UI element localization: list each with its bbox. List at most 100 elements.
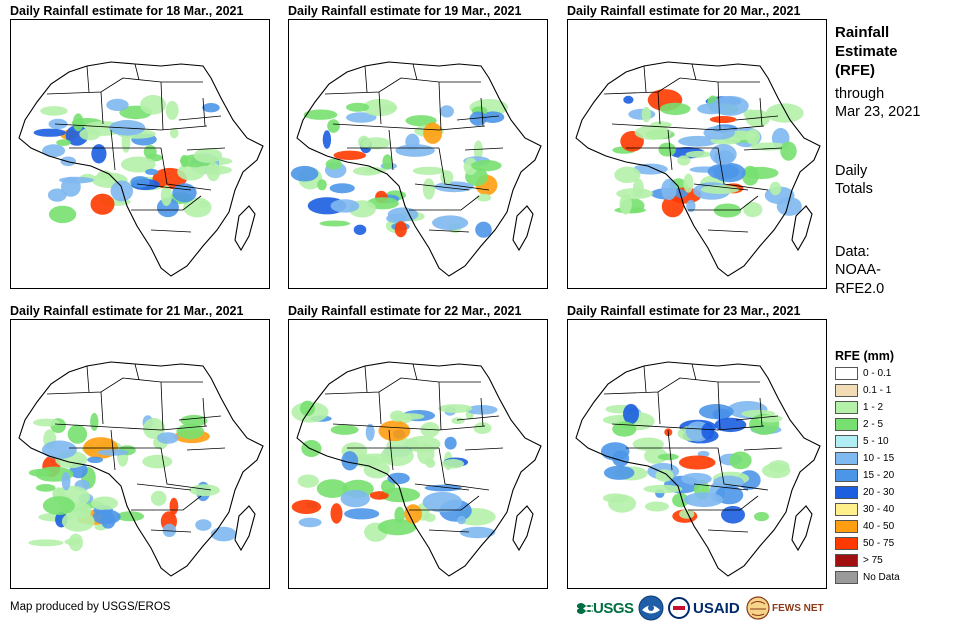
fews-net-logo: FEWS NET (746, 594, 824, 622)
panel-title: Daily Rainfall estimate for 21 Mar., 202… (10, 304, 244, 318)
rainfall-blob (300, 400, 315, 416)
rainfall-blob (341, 451, 359, 471)
legend-label: 40 - 50 (863, 521, 895, 532)
rainfall-blob (471, 159, 502, 172)
rainfall-blob (707, 163, 740, 180)
rainfall-blob (48, 205, 77, 224)
rainfall-blob (90, 412, 99, 431)
rainfall-blob (745, 129, 760, 145)
rainfall-blob (189, 484, 220, 497)
panel-title: Daily Rainfall estimate for 22 Mar., 202… (288, 304, 522, 318)
rainfall-blob (327, 119, 340, 133)
rainfall-blobs (291, 400, 498, 542)
rainfall-blob (382, 104, 398, 112)
legend-title: RFE (mm) (835, 349, 895, 363)
rainfall-blob (404, 504, 422, 524)
rainfall-blob (678, 455, 716, 470)
rainfall-blob (424, 458, 434, 465)
rainfall-map (567, 19, 827, 289)
rfe-legend: RFE (mm) 0 - 0.1 0.1 - 1 1 - 2 2 - 5 5 - 10 1… (835, 347, 960, 586)
rainfall-blob (672, 493, 689, 508)
rainfall-blob (40, 106, 68, 116)
usaid-logo: USAID (668, 594, 740, 622)
rainfall-blob (169, 497, 179, 515)
rainfall-blob (780, 141, 797, 161)
rainfall-blob (661, 178, 677, 201)
legend-row: 0 - 0.1 (835, 365, 960, 382)
legend-label: 2 - 5 (863, 419, 884, 430)
rainfall-blobs (33, 95, 233, 224)
rainfall-blob (633, 163, 668, 175)
rainfall-blob (150, 490, 167, 506)
rainfall-blob (659, 102, 691, 115)
rainfall-blob (91, 496, 119, 511)
legend-row: 30 - 40 (835, 501, 960, 518)
rainfall-blob (742, 166, 779, 180)
rainfall-blob (378, 420, 411, 442)
rainfall-blob (353, 224, 367, 235)
rainfall-blob (657, 453, 679, 461)
rainfall-blob (61, 511, 95, 532)
rainfall-blob (473, 422, 492, 434)
rainfall-blob (121, 131, 131, 153)
rainfall-blob (743, 109, 758, 119)
rainfall-blob (684, 492, 724, 508)
map-panel-19-mar: Daily Rainfall estimate for 19 Mar., 202… (288, 3, 548, 289)
rainfall-blobs (290, 99, 508, 238)
side-data-noaa: NOAA- (835, 262, 881, 278)
legend-row: 20 - 30 (835, 484, 960, 501)
rainfall-blob (130, 176, 150, 188)
rainfall-blob (422, 491, 463, 513)
legend-label: No Data (863, 572, 900, 583)
legend-row: 40 - 50 (835, 518, 960, 535)
africa-map-svg (291, 361, 542, 577)
rainfall-blob (33, 128, 66, 137)
rainfall-blob (623, 403, 639, 425)
africa-coastline (296, 361, 542, 577)
rainfall-blob (683, 173, 694, 193)
rainfall-blob (412, 166, 445, 175)
rainfall-blob (346, 112, 377, 123)
rainfall-blob (64, 538, 81, 546)
legend-swatch (835, 452, 858, 465)
rainfall-blob (600, 442, 630, 461)
rainfall-blob (711, 95, 749, 116)
legend-label: 30 - 40 (863, 504, 895, 515)
rainfall-blob (42, 496, 75, 515)
usgs-logo-text: USGS (593, 599, 634, 617)
rainfall-blob (686, 199, 696, 213)
rainfall-blob (169, 127, 179, 139)
rainfall-blob (291, 499, 322, 514)
africa-coastline (575, 361, 821, 577)
rainfall-blob (603, 465, 635, 480)
rainfall-blob (632, 437, 664, 451)
side-title-estimate: Estimate (835, 43, 898, 60)
rainfall-blob (457, 515, 466, 525)
legend-row: 2 - 5 (835, 416, 960, 433)
rainfall-blob (41, 440, 77, 460)
rainfall-blob (776, 196, 802, 216)
rainfall-blob (679, 509, 695, 519)
usaid-logo-text: USAID (693, 599, 740, 617)
rainfall-blob (116, 511, 145, 522)
rainfall-blob (176, 423, 204, 440)
rainfall-blob (344, 508, 380, 520)
rainfall-blob (206, 162, 221, 182)
legend-swatch (835, 401, 858, 414)
legend-label: 15 - 20 (863, 470, 895, 481)
rainfall-blob (319, 220, 351, 227)
rainfall-blob (612, 421, 637, 437)
legend-label: 20 - 30 (863, 487, 895, 498)
rainfall-blob (765, 103, 804, 123)
rainfall-blob (769, 181, 782, 196)
panel-title: Daily Rainfall estimate for 18 Mar., 202… (10, 4, 244, 18)
rainfall-blob (394, 506, 405, 524)
africa-coastline (575, 61, 821, 277)
rainfall-blob (140, 95, 167, 115)
rainfall-blob (608, 494, 637, 513)
rainfall-blob (365, 423, 375, 441)
rainfall-blob (444, 436, 457, 450)
rainfall-blob (172, 183, 197, 203)
side-through: through (835, 86, 885, 102)
legend-swatch (835, 537, 858, 550)
